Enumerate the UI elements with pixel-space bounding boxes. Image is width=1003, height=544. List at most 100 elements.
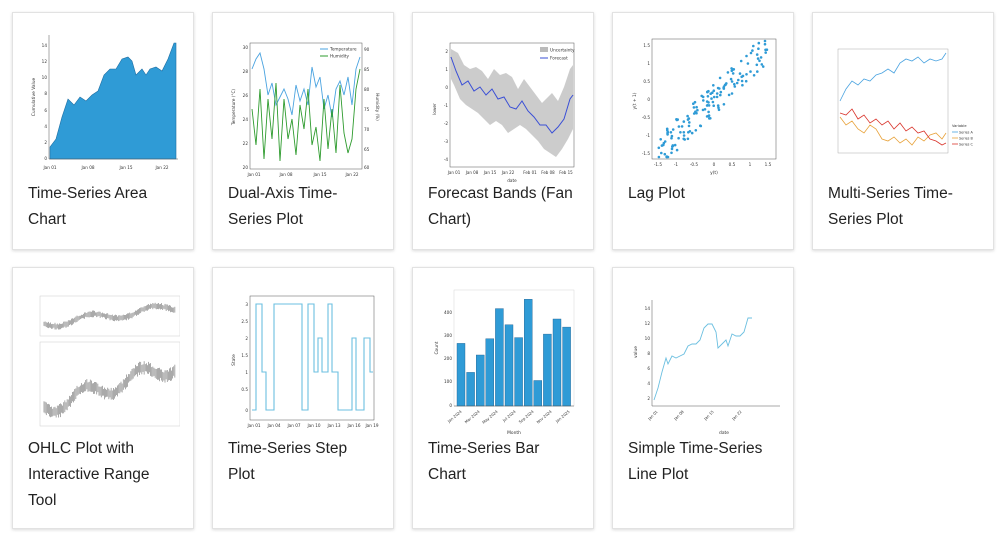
- lag-point: [711, 91, 714, 94]
- step-plot-svg: 3 2.5 2 1.5 1 0.5 0 State Jan 01 Jan 04 …: [231, 295, 379, 428]
- lag-point: [717, 106, 720, 109]
- line-plot-svg: 14 12 10 8 6 4 2 value Jan 01 Jan 08 Jan…: [633, 300, 780, 436]
- y-tick-0: 1.5: [643, 43, 650, 48]
- lag-point: [688, 121, 691, 124]
- gallery-card-lag-plot[interactable]: 1.5 1 0.5 0 -0.5 -1 -1.5 y(t + 1) -1.5 -…: [612, 12, 794, 250]
- x-tick-0: Jan 01: [447, 170, 461, 175]
- gallery-card-dual-axis[interactable]: 30 28 26 24 22 20 90 85 80 75 70 65 60 T…: [212, 12, 394, 250]
- y-axis-label: State: [231, 354, 237, 366]
- legend-label-series-c: Series C: [959, 143, 974, 147]
- lag-point: [761, 65, 765, 68]
- card-title[interactable]: Time-Series Bar Chart: [428, 440, 540, 483]
- lag-point: [719, 90, 723, 94]
- gallery-card-line-plot[interactable]: 14 12 10 8 6 4 2 value Jan 01 Jan 08 Jan…: [612, 267, 794, 529]
- lag-point: [707, 114, 710, 118]
- card-title[interactable]: Forecast Bands (Fan Chart): [428, 185, 573, 228]
- lag-point: [718, 76, 722, 80]
- lag-point: [740, 75, 743, 79]
- card-title[interactable]: Simple Time-Series Line Plot: [628, 440, 763, 483]
- x-tick-3: Jul 2024: [501, 409, 517, 424]
- y-tick-5: 4: [647, 381, 650, 386]
- gallery-card-step-plot[interactable]: 3 2.5 2 1.5 1 0.5 0 State Jan 01 Jan 04 …: [212, 267, 394, 529]
- lag-point: [763, 42, 767, 46]
- lag-point: [712, 89, 716, 92]
- card-title[interactable]: Dual-Axis Time-Series Plot: [228, 185, 338, 228]
- lag-point: [670, 134, 674, 138]
- y-tick-4: -0.5: [642, 115, 651, 120]
- lag-point: [665, 155, 668, 159]
- y-tick-6: 12: [42, 59, 48, 64]
- gallery-card-bar-chart[interactable]: 400 300 200 100 0 Count Jan 2024 Mar 202…: [412, 267, 594, 529]
- lag-point: [756, 70, 759, 73]
- lag-point: [727, 93, 731, 97]
- y-tick-0: 2: [445, 49, 448, 54]
- lag-point: [760, 63, 764, 66]
- bar: [543, 333, 552, 407]
- x-tick-3: Jan 22: [730, 409, 743, 422]
- lag-point: [687, 117, 691, 120]
- humidity-series: [251, 68, 361, 162]
- lag-point: [715, 92, 719, 95]
- gallery-card-fan-chart[interactable]: Uncertainty Forecast 2 1 0 -1 -2 -3 -4 l…: [412, 12, 594, 250]
- lag-point: [730, 92, 734, 95]
- lag-point: [671, 128, 675, 131]
- gallery-card-area-chart[interactable]: 0 2 4 6 8 10 12 14 Cumulative Value Jan …: [12, 12, 194, 250]
- lag-point: [752, 74, 756, 77]
- y-tick-1: 28: [243, 69, 249, 74]
- y-axis-label: lower: [432, 103, 437, 115]
- lag-point: [722, 87, 726, 90]
- lag-point: [716, 104, 720, 107]
- gallery-card-multi-series[interactable]: Variable Series A Series B Series C Mult…: [812, 12, 994, 250]
- thumbnail-area-chart: 0 2 4 6 8 10 12 14 Cumulative Value Jan …: [28, 29, 180, 185]
- thumbnail-ohlc: [28, 284, 180, 440]
- lag-point: [663, 152, 667, 156]
- lag-point: [735, 81, 739, 85]
- thumbnail-dual-axis: 30 28 26 24 22 20 90 85 80 75 70 65 60 T…: [228, 29, 380, 185]
- lag-point: [744, 79, 748, 83]
- lag-point: [675, 148, 679, 152]
- lag-point: [677, 136, 680, 140]
- x-tick-6: 1.5: [765, 162, 772, 167]
- x-tick-6: Feb 15: [559, 170, 573, 175]
- y-tick-1: 1: [647, 61, 650, 66]
- lag-point: [741, 83, 744, 87]
- card-title[interactable]: OHLC Plot with Interactive Range Tool: [28, 440, 150, 509]
- lag-point: [686, 114, 689, 118]
- card-title[interactable]: Lag Plot: [628, 185, 685, 202]
- range-panel: [39, 341, 180, 427]
- plot-frame: [651, 38, 777, 160]
- x-tick-0: Jan 01: [246, 172, 260, 177]
- card-title[interactable]: Multi-Series Time-Series Plot: [828, 185, 953, 228]
- x-axis-label: Month: [507, 430, 521, 436]
- lag-point: [755, 53, 759, 56]
- x-tick-2: May 2024: [481, 409, 499, 425]
- lag-point: [705, 104, 709, 107]
- y-tick-4: 6: [647, 366, 650, 371]
- lag-point: [666, 133, 669, 136]
- lag-point: [692, 102, 695, 105]
- lag-point: [746, 62, 750, 65]
- x-tick-4: Jan 13: [326, 423, 340, 428]
- lag-point: [712, 84, 715, 87]
- x-tick-0: Jan 2024: [446, 409, 463, 425]
- lag-point: [732, 68, 736, 71]
- lag-point: [706, 95, 710, 98]
- gallery-card-ohlc[interactable]: OHLC Plot with Interactive Range Tool: [12, 267, 194, 529]
- card-title[interactable]: Time-Series Area Chart: [28, 185, 148, 228]
- lag-point: [710, 97, 713, 100]
- legend-label-forecast: Forecast: [550, 56, 568, 61]
- lag-point: [712, 95, 716, 99]
- y-tick-1: 12: [645, 321, 651, 326]
- lag-point: [693, 100, 697, 104]
- lag-point: [716, 86, 720, 90]
- legend-label-series-b: Series B: [959, 137, 974, 141]
- x-tick-5: Feb 08: [541, 170, 555, 175]
- x-tick-6: Jan 2025: [554, 409, 571, 425]
- lag-point: [687, 124, 691, 128]
- x-axis-label: date: [719, 430, 729, 436]
- card-title[interactable]: Time-Series Step Plot: [228, 440, 348, 483]
- x-tick-0: Jan 01: [42, 165, 56, 170]
- lag-point: [745, 73, 748, 76]
- lag-point: [729, 77, 733, 81]
